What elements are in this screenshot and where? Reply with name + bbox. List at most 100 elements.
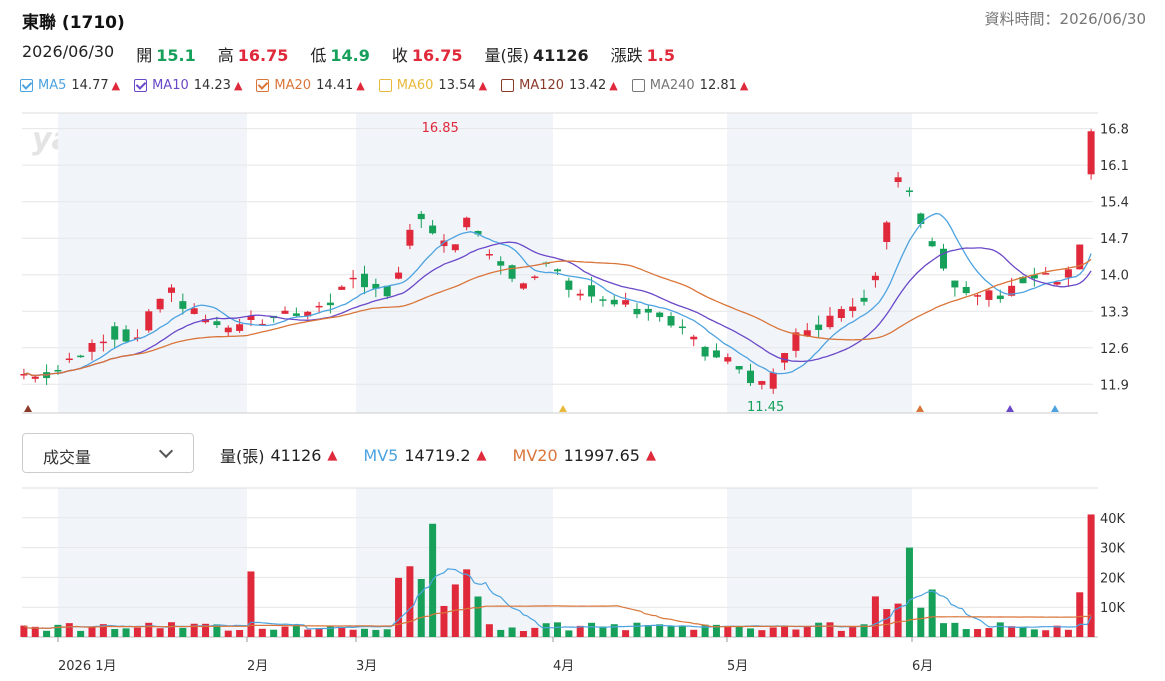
volume-bar bbox=[747, 628, 755, 637]
min-price-label: 11.45 bbox=[747, 400, 784, 415]
candle-body bbox=[372, 283, 380, 289]
volume-bar bbox=[54, 624, 62, 637]
candle-body bbox=[974, 295, 982, 297]
volume-bar bbox=[326, 625, 334, 637]
candle-body bbox=[1030, 274, 1038, 279]
indicator-selector[interactable]: 成交量 bbox=[22, 433, 194, 473]
ma-toggle-ma120[interactable]: MA120 13.42 ▲ bbox=[501, 78, 618, 93]
volume-tick-label: 30K bbox=[1100, 542, 1126, 557]
ma-toggle-ma20[interactable]: MA20 14.41 ▲ bbox=[256, 78, 365, 93]
checkbox-icon[interactable] bbox=[378, 79, 392, 92]
candle-body bbox=[917, 213, 925, 224]
candle-body bbox=[815, 324, 823, 330]
volume-legend-value: 11997.65 bbox=[563, 445, 640, 465]
volume-bar bbox=[474, 596, 482, 637]
low-value: 14.9 bbox=[330, 46, 370, 65]
candle-body bbox=[213, 321, 221, 326]
ma-value: 12.81 bbox=[699, 78, 737, 93]
volume-bar bbox=[826, 622, 834, 637]
x-tick-label: 5月 bbox=[727, 659, 748, 674]
up-arrow-icon: ▲ bbox=[478, 79, 488, 92]
ma-toggle-ma5[interactable]: MA5 14.77 ▲ bbox=[20, 78, 120, 93]
volume-bar bbox=[224, 630, 232, 637]
volume-bar bbox=[792, 629, 800, 637]
candle-body bbox=[508, 265, 516, 279]
data-time: 資料時間：2026/06/30 bbox=[984, 10, 1146, 28]
checkbox-icon[interactable] bbox=[631, 79, 645, 92]
candle-body bbox=[236, 324, 244, 331]
ma-legend: MA5 14.77 ▲ MA10 14.23 ▲ MA20 14.41 ▲ MA60 13.54 ▲ M… bbox=[20, 78, 762, 93]
ma-toggle-ma10[interactable]: MA10 14.23 ▲ bbox=[134, 78, 242, 93]
candle-body bbox=[735, 366, 743, 370]
volume-value: 41126 bbox=[532, 46, 589, 65]
volume-bar bbox=[633, 622, 641, 637]
volume-bar bbox=[1053, 625, 1061, 637]
volume-bar bbox=[985, 628, 993, 637]
price-tick-label: 16.1 bbox=[1100, 159, 1129, 174]
open-label: 開 bbox=[136, 46, 153, 65]
candle-body bbox=[712, 350, 720, 358]
x-tick-label: 2月 bbox=[247, 659, 268, 674]
candle-body bbox=[588, 285, 596, 297]
volume-tick-label: 20K bbox=[1100, 571, 1126, 586]
ma-toggle-ma60[interactable]: MA60 13.54 ▲ bbox=[378, 78, 488, 93]
volume-bar bbox=[565, 630, 573, 637]
volume-tick-label: 40K bbox=[1100, 512, 1126, 527]
candle-body bbox=[644, 308, 652, 313]
up-arrow-icon: ▲ bbox=[111, 79, 121, 92]
ma-cross-marker-icon bbox=[559, 405, 567, 412]
up-arrow-icon: ▲ bbox=[327, 447, 338, 463]
volume-bar bbox=[99, 624, 107, 637]
candle-body bbox=[565, 280, 573, 290]
x-tick-label: 6月 bbox=[912, 659, 933, 674]
checkbox-icon[interactable] bbox=[20, 79, 33, 92]
volume-label: 量(張) bbox=[484, 46, 529, 65]
volume-legend-name: MV20 bbox=[512, 445, 558, 465]
candle-body bbox=[429, 225, 437, 234]
candle-body bbox=[360, 273, 368, 288]
volume-bar bbox=[31, 626, 39, 637]
volume-bar bbox=[610, 624, 618, 637]
ma-value: 14.41 bbox=[316, 78, 354, 93]
volume-bar bbox=[758, 630, 766, 637]
volume-bar bbox=[417, 578, 425, 637]
volume-bar bbox=[917, 607, 925, 637]
volume-bar bbox=[122, 628, 130, 637]
volume-bar bbox=[883, 609, 891, 637]
volume-bar bbox=[724, 626, 732, 637]
ma20-line bbox=[23, 258, 1092, 377]
volume-bar bbox=[88, 626, 96, 637]
candle-body bbox=[781, 353, 789, 363]
volume-legend-item: 量(張) 41126 ▲ bbox=[220, 443, 337, 467]
candle-body bbox=[769, 372, 777, 389]
volume-bar bbox=[542, 623, 550, 637]
candle-body bbox=[167, 287, 175, 293]
volume-bar bbox=[463, 569, 471, 637]
volume-bar bbox=[769, 627, 777, 637]
volume-bar bbox=[179, 627, 187, 637]
candle-body bbox=[349, 277, 357, 280]
ma-toggle-ma240[interactable]: MA240 12.81 ▲ bbox=[631, 78, 749, 93]
volume-legend-item: MV5 14719.2 ▲ bbox=[363, 443, 486, 467]
checkbox-icon[interactable] bbox=[134, 79, 148, 92]
volume-bar bbox=[678, 625, 686, 637]
checkbox-icon[interactable] bbox=[501, 79, 515, 92]
volume-bar bbox=[406, 566, 414, 637]
volume-bar bbox=[497, 629, 505, 637]
volume-bar bbox=[65, 623, 73, 637]
checkbox-icon[interactable] bbox=[256, 79, 270, 92]
volume-bar bbox=[1064, 629, 1072, 637]
open-value: 15.1 bbox=[156, 46, 196, 65]
ma-value: 14.23 bbox=[193, 78, 231, 93]
chevron-down-icon bbox=[158, 443, 174, 459]
candle-body bbox=[440, 240, 448, 247]
volume-legend-name: 量(張) bbox=[220, 447, 265, 466]
price-tick-label: 16.8 bbox=[1100, 123, 1129, 138]
stock-title: 東聯 (1710) bbox=[22, 13, 125, 33]
up-arrow-icon: ▲ bbox=[739, 79, 749, 92]
volume-bar bbox=[145, 622, 153, 637]
candle-body bbox=[792, 332, 800, 351]
ma-value: 13.54 bbox=[438, 78, 476, 93]
ma-value: 13.42 bbox=[569, 78, 607, 93]
